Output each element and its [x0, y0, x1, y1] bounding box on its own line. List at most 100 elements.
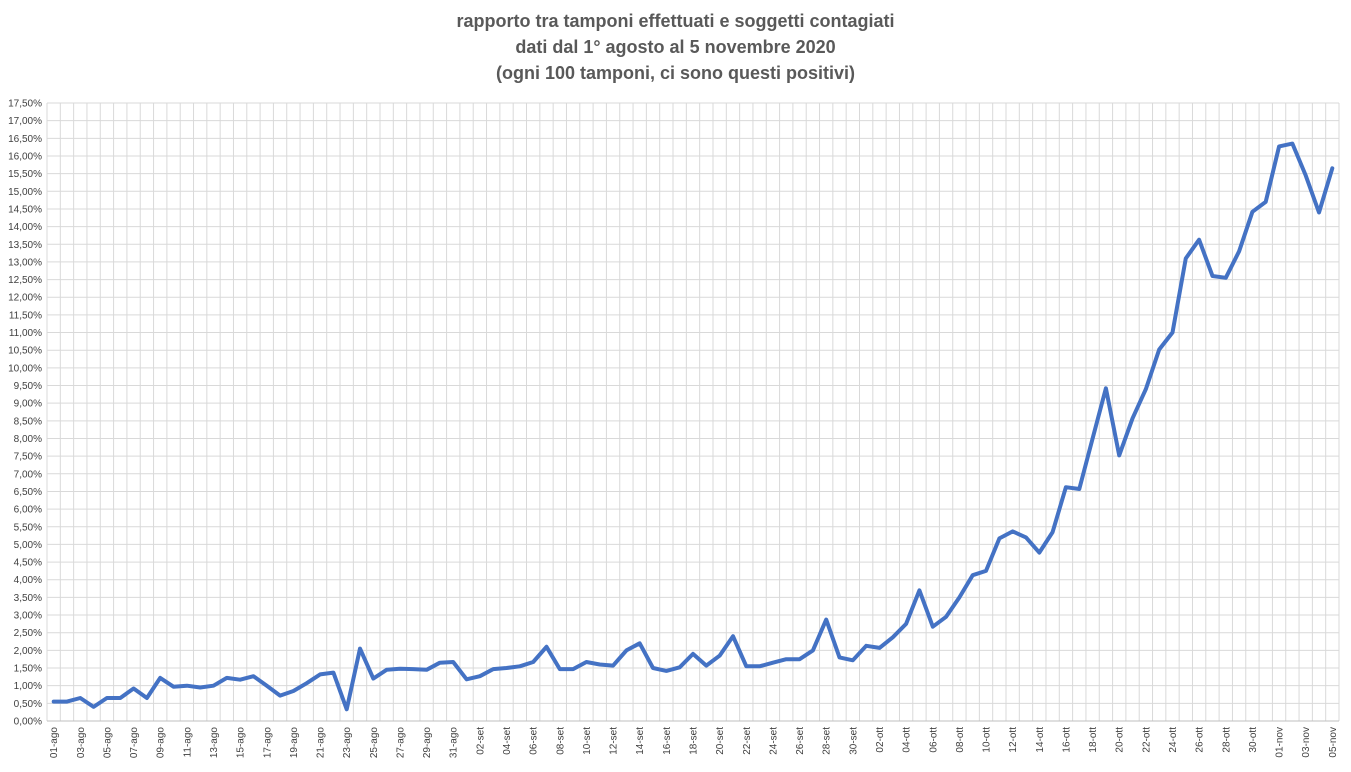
data-point: [1330, 166, 1334, 170]
data-point: [185, 684, 189, 688]
x-tick-label: 28-ott: [1221, 727, 1232, 753]
data-point: [691, 652, 695, 656]
data-point: [651, 666, 655, 670]
x-tick-label: 22-ott: [1141, 727, 1152, 753]
x-tick-label: 19-ago: [289, 727, 300, 759]
data-point: [278, 694, 282, 698]
data-point: [944, 615, 948, 619]
data-point: [731, 634, 735, 638]
y-tick-label: 6,00%: [14, 505, 42, 516]
data-point: [984, 569, 988, 573]
x-tick-label: 18-set: [689, 727, 700, 755]
data-point: [291, 689, 295, 693]
data-point: [1171, 331, 1175, 335]
data-point: [78, 696, 82, 700]
data-point: [718, 654, 722, 658]
data-point: [1064, 485, 1068, 489]
data-point: [345, 707, 349, 711]
data-point: [611, 664, 615, 668]
x-tick-label: 29-ago: [422, 727, 433, 759]
data-point: [438, 661, 442, 665]
y-tick-label: 13,00%: [8, 257, 42, 268]
data-point: [1250, 210, 1254, 214]
x-tick-label: 10-set: [582, 727, 593, 755]
y-tick-label: 17,50%: [8, 99, 42, 110]
x-tick-label: 20-ott: [1115, 727, 1126, 753]
data-point: [211, 684, 215, 688]
data-point: [971, 573, 975, 577]
data-point: [704, 664, 708, 668]
data-point: [132, 687, 136, 691]
x-tick-label: 01-nov: [1275, 727, 1286, 758]
data-point: [1104, 386, 1108, 390]
data-point: [1024, 535, 1028, 539]
data-point: [838, 655, 842, 659]
x-tick-label: 18-ott: [1088, 727, 1099, 753]
x-tick-label: 13-ago: [209, 727, 220, 759]
data-point: [145, 696, 149, 700]
data-point: [118, 696, 122, 700]
y-tick-label: 3,00%: [14, 611, 42, 622]
y-tick-label: 15,00%: [8, 187, 42, 198]
y-tick-label: 11,50%: [9, 310, 42, 321]
data-point: [744, 664, 748, 668]
x-tick-label: 28-set: [822, 727, 833, 755]
data-point: [1264, 200, 1268, 204]
data-point: [1144, 387, 1148, 391]
data-point: [1037, 551, 1041, 555]
y-tick-label: 3,50%: [14, 593, 42, 604]
y-tick-label: 17,00%: [8, 116, 42, 127]
x-tick-label: 02-set: [475, 727, 486, 755]
y-tick-label: 15,50%: [8, 169, 42, 180]
x-tick-label: 03-ago: [76, 727, 87, 759]
y-tick-label: 14,50%: [8, 204, 42, 215]
x-tick-label: 17-ago: [262, 727, 273, 759]
data-point: [465, 677, 469, 681]
data-point: [1237, 249, 1241, 253]
x-tick-label: 23-ago: [342, 727, 353, 759]
data-point: [251, 674, 255, 678]
data-point: [1197, 238, 1201, 242]
data-point: [172, 685, 176, 689]
y-tick-label: 1,00%: [14, 681, 42, 692]
chart-title-line-1: rapporto tra tamponi effettuati e sogget…: [456, 11, 895, 31]
y-tick-label: 5,50%: [14, 522, 42, 533]
data-point: [638, 641, 642, 645]
x-tick-label: 25-ago: [369, 727, 380, 759]
y-tick-label: 6,50%: [14, 487, 42, 498]
chart-title-line-2: dati dal 1° agosto al 5 novembre 2020: [515, 37, 836, 57]
x-tick-label: 03-nov: [1301, 727, 1312, 758]
y-tick-label: 14,00%: [8, 222, 42, 233]
x-tick-label: 08-set: [555, 727, 566, 755]
x-tick-label: 27-ago: [395, 727, 406, 759]
data-point: [771, 661, 775, 665]
chart-title: rapporto tra tamponi effettuati e sogget…: [0, 8, 1351, 86]
data-point: [811, 648, 815, 652]
data-point: [1277, 144, 1281, 148]
data-point: [678, 665, 682, 669]
data-point: [784, 657, 788, 661]
x-tick-label: 16-ott: [1061, 727, 1072, 753]
y-tick-label: 9,00%: [14, 399, 42, 410]
data-point: [558, 667, 562, 671]
data-point: [371, 677, 375, 681]
x-tick-label: 26-set: [795, 727, 806, 755]
data-point: [1224, 276, 1228, 280]
data-point: [158, 676, 162, 680]
data-point: [851, 658, 855, 662]
x-tick-label: 11-ago: [182, 727, 193, 758]
data-point: [225, 676, 229, 680]
x-tick-label: 16-set: [662, 727, 673, 755]
x-tick-label: 14-ott: [1035, 727, 1046, 753]
x-tick-label: 04-ott: [902, 727, 913, 753]
data-point: [1011, 529, 1015, 533]
data-point: [398, 667, 402, 671]
y-tick-label: 7,00%: [14, 469, 42, 480]
data-point: [491, 667, 495, 671]
x-tick-label: 24-ott: [1168, 727, 1179, 753]
data-point: [411, 667, 415, 671]
data-point: [331, 671, 335, 675]
data-point: [798, 657, 802, 661]
data-point: [544, 645, 548, 649]
